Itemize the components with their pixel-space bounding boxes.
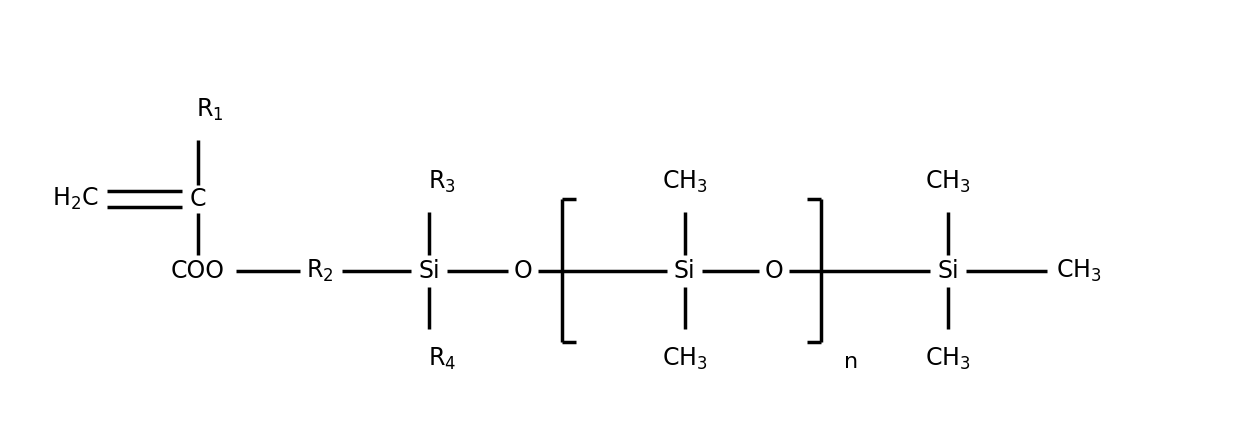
Text: R$_4$: R$_4$ <box>428 346 456 372</box>
Text: H$_2$C: H$_2$C <box>52 186 99 212</box>
Text: R$_3$: R$_3$ <box>428 169 456 195</box>
Text: C: C <box>190 187 206 211</box>
Text: O: O <box>765 259 784 283</box>
Text: Si: Si <box>937 259 959 283</box>
Text: n: n <box>843 352 858 372</box>
Text: Si: Si <box>673 259 696 283</box>
Text: O: O <box>513 259 532 283</box>
Text: CH$_3$: CH$_3$ <box>662 169 707 195</box>
Text: COO: COO <box>171 259 224 283</box>
Text: Si: Si <box>418 259 440 283</box>
Text: CH$_3$: CH$_3$ <box>925 346 971 372</box>
Text: CH$_3$: CH$_3$ <box>662 346 707 372</box>
Text: CH$_3$: CH$_3$ <box>1056 257 1102 284</box>
Text: R$_1$: R$_1$ <box>196 97 223 123</box>
Text: R$_2$: R$_2$ <box>306 257 334 284</box>
Text: CH$_3$: CH$_3$ <box>925 169 971 195</box>
